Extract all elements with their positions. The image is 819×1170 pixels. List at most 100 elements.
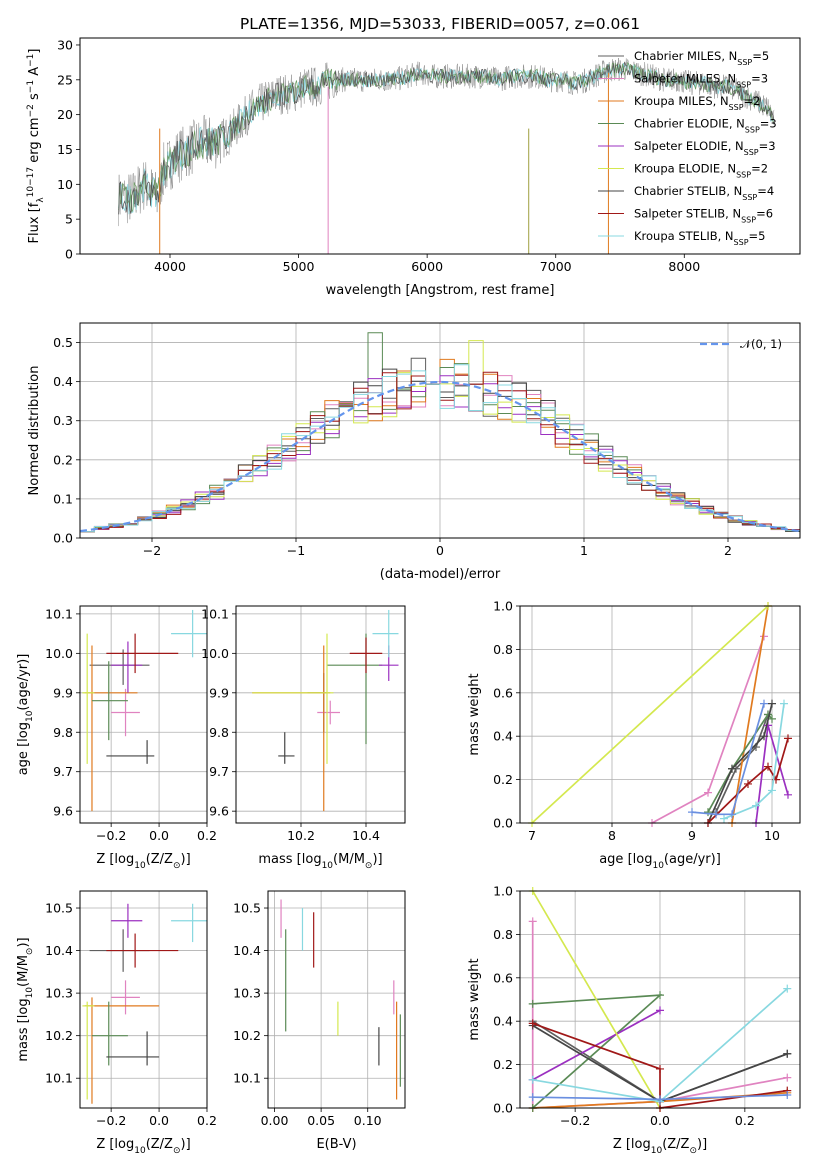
x-tick-label: −1 [287,543,305,558]
y-tick-label: 10.4 [233,943,261,958]
x-tick-label: 0.10 [354,1113,382,1128]
x-tick-label: 8 [608,828,616,843]
legend-label: Chabrier ELODIE, NSSP=3 [634,117,777,135]
x-tick-label: 0.2 [197,1113,217,1128]
x-tick-label: 7000 [540,259,572,274]
x-tick-label: 10 [764,828,780,843]
y-tick-label: 0.0 [493,1101,513,1116]
y-tick-label: 10.5 [233,901,261,916]
x-tick-label: −0.2 [96,1113,126,1128]
weight-line-8 [723,703,785,820]
weight-line-6 [707,703,773,824]
mass_vs_Z-panel: −0.2 0.0 0.2 10.1 10.2 10.3 10.4 10.5 Z [log10(Z… [16,890,217,1156]
y-tick-label: 10.5 [45,901,73,916]
weight_vs_Z-panel: −0.2 0.0 0.2 0.0 0.2 0.4 0.6 0.8 1.0 Z [log10(Z/Z… [467,884,801,1156]
spectrum-line [118,61,775,215]
figure-title: PLATE=1356, MJD=53033, FIBERID=0057, z=0… [240,15,640,33]
weight-line-2 [731,605,769,824]
weight-marker [688,808,696,817]
normal-reference-curve [79,380,801,533]
y-tick-label: 0.3 [53,413,73,428]
weight-line-3 [707,713,773,813]
weight-line-7 [532,1022,788,1109]
x-tick-label: 10.4 [352,828,380,843]
y-tick-label: 10.2 [45,1028,73,1043]
weight_vs_age-panel: 7 8 9 10 0.0 0.2 0.4 0.6 0.8 1.0 age [log10(age/yr… [467,599,801,871]
x-tick-label: 8000 [668,259,700,274]
legend-label: Salpeter ELODIE, NSSP=3 [634,139,776,157]
residual-histogram-panel: −2 −1 0 1 2 0.0 0.1 0.2 0.3 0.4 0.5 𝒩(0, 1) (data-mo… [27,322,801,582]
y-axis-label: mass [log10(M/M⊙)] [16,937,35,1061]
x-tick-label: 5000 [283,259,315,274]
weight-marker [528,1019,537,1028]
y-tick-label: 10.0 [201,646,229,661]
age_vs_mass-panel: 10.2 10.4 9.6 9.7 9.8 9.9 10.0 10.1 mass [log10(… [201,605,406,871]
y-tick-label: 10.1 [201,606,229,621]
weight-marker [783,1073,792,1082]
axes-frame [79,322,801,539]
legend-label: 𝒩(0, 1) [740,337,782,351]
x-tick-label: 0.0 [149,1113,169,1128]
axes-frame [519,890,801,1109]
y-tick-label: 10.3 [45,986,73,1001]
x-tick-label: 9 [688,828,696,843]
weight-marker [528,1075,537,1084]
y-tick-label: 5 [65,212,73,227]
x-tick-label: 0.00 [261,1113,289,1128]
x-tick-label: 0.0 [149,828,169,843]
y-tick-label: 0.6 [493,970,513,985]
y-tick-label: 0.0 [493,816,513,831]
weight-marker [744,779,752,788]
y-tick-label: 10.3 [233,986,261,1001]
y-tick-label: 10 [57,177,73,192]
weight-marker [528,999,537,1008]
x-tick-label: −2 [143,543,161,558]
y-tick-label: 0.8 [493,642,513,657]
y-axis-label: mass weight [467,958,482,1040]
weight-line-5 [531,605,769,824]
x-tick-label: 1 [580,543,588,558]
legend-label: Kroupa ELODIE, NSSP=2 [634,162,768,180]
x-axis-label: Z [log10(Z/Z⊙)] [96,852,190,871]
age_vs_Z-panel: −0.2 0.0 0.2 9.6 9.7 9.8 9.9 10.0 10.1 Z [log10(Z… [16,605,217,871]
x-tick-label: 0.2 [197,828,217,843]
x-tick-label: −0.2 [96,828,126,843]
weight-marker [728,764,736,773]
spectrum-panel: 4000 5000 6000 7000 8000 0 5 10 15 20 25 30 waveleng… [26,37,801,298]
y-axis-label: Flux [fλ10−17 erg cm−2 s−1 A−1] [26,49,46,244]
y-tick-label: 15 [57,142,73,157]
y-tick-label: 0.2 [53,452,73,467]
axes-frame [79,605,208,824]
y-tick-label: 0.5 [53,335,73,350]
y-tick-label: 9.9 [53,685,73,700]
y-tick-label: 9.6 [209,804,229,819]
y-tick-label: 20 [57,107,73,122]
legend-label: Salpeter STELIB, NSSP=6 [634,207,773,225]
y-tick-label: 10.1 [45,606,73,621]
weight-marker [656,1095,664,1104]
weight-marker [764,762,772,771]
x-tick-label: 2 [724,543,732,558]
y-tick-label: 1.0 [493,599,513,614]
y-tick-label: 9.6 [53,804,73,819]
x-axis-label: wavelength [Angstrom, rest frame] [326,283,555,298]
weight-marker [783,984,792,993]
y-tick-label: 0.4 [493,729,513,744]
legend-label: Chabrier MILES, NSSP=5 [634,49,769,67]
legend-label: Kroupa MILES, NSSP=2 [634,94,760,112]
axes-frame [267,890,406,1109]
y-tick-label: 0.0 [53,531,73,546]
weight-marker [768,786,776,795]
y-tick-label: 0.4 [493,1014,513,1029]
x-tick-label: 10.2 [287,828,315,843]
y-tick-label: 9.8 [209,725,229,740]
x-tick-label: 0.2 [735,1113,755,1128]
weight-marker [720,814,728,823]
y-tick-label: 0.1 [53,491,73,506]
mass_vs_ebv-panel: 0.00 0.05 0.10 10.1 10.2 10.3 10.4 10.5 E(B-V) [233,890,406,1152]
y-tick-label: 0.2 [493,772,513,787]
x-tick-label: 0.05 [307,1113,335,1128]
weight-line-9 [691,703,765,816]
weight-marker [768,699,776,708]
weight-marker [528,1093,537,1102]
